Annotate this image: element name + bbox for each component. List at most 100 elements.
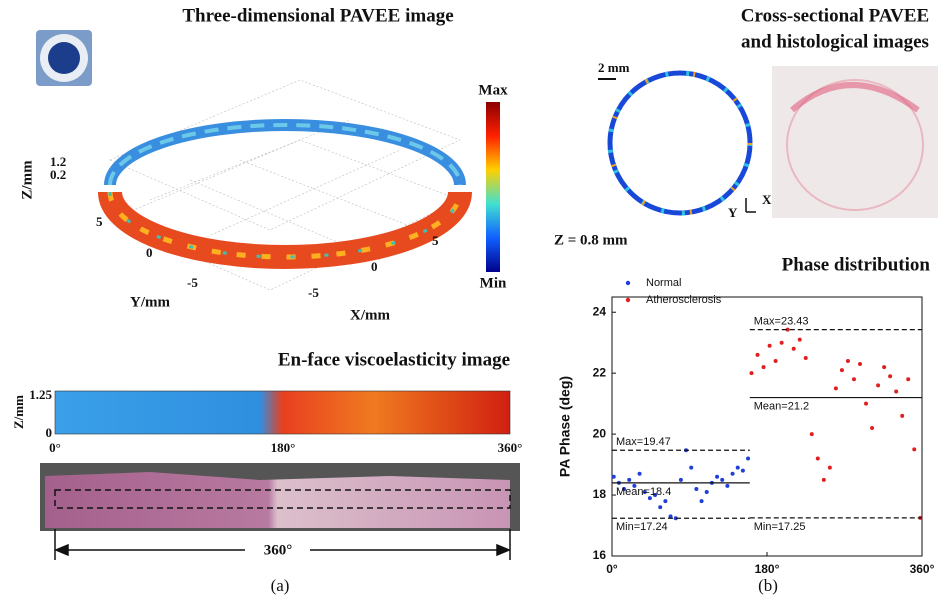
point xyxy=(845,358,850,363)
histology-image xyxy=(772,66,938,218)
panel-title: and histological images xyxy=(741,31,929,52)
point xyxy=(627,477,632,482)
point xyxy=(632,483,637,488)
point xyxy=(642,490,647,495)
legend-marker xyxy=(625,280,631,286)
caption: (b) xyxy=(758,576,778,595)
point xyxy=(779,340,784,345)
reference-label: Max=23.43 xyxy=(754,316,809,328)
reference-label: Max=19.47 xyxy=(616,436,671,448)
enface-z-tick: 0 xyxy=(46,425,53,440)
y-tick: 5 xyxy=(96,214,103,229)
point xyxy=(791,346,796,351)
x-tick-label: 360° xyxy=(910,562,935,576)
point xyxy=(858,362,862,367)
point xyxy=(839,368,844,373)
point xyxy=(740,468,745,473)
point xyxy=(647,496,652,501)
point xyxy=(888,374,893,379)
point xyxy=(821,477,826,482)
enface-angle-tick: 360° xyxy=(498,440,523,455)
x-axis-label: X/mm xyxy=(350,307,390,323)
point xyxy=(715,474,720,479)
point xyxy=(912,447,917,452)
point xyxy=(864,401,869,406)
point xyxy=(720,477,725,482)
ring-3d xyxy=(98,119,472,269)
point xyxy=(694,486,699,491)
depth-label: Z = 0.8 mm xyxy=(554,232,628,248)
point xyxy=(773,358,778,363)
point xyxy=(803,355,808,360)
point xyxy=(894,389,899,394)
axis-y-label: Y xyxy=(728,205,738,220)
panel-title: Cross-sectional PAVEE xyxy=(741,5,929,26)
point xyxy=(611,474,616,479)
point xyxy=(668,514,673,519)
point xyxy=(746,456,751,461)
x-tick-label: 0° xyxy=(606,562,618,576)
axes-glyph xyxy=(745,198,756,213)
enface-z-tick: 1.25 xyxy=(29,387,52,402)
enface-title: En-face viscoelasticity image xyxy=(278,349,510,370)
point xyxy=(809,432,814,437)
panel-title: Three-dimensional PAVEE image xyxy=(182,5,453,26)
point xyxy=(673,516,678,521)
point xyxy=(658,505,663,510)
reference-label: Min=17.25 xyxy=(754,521,806,533)
point xyxy=(882,365,887,370)
z-tick: 0.2 xyxy=(50,167,66,182)
x-tick: 0 xyxy=(371,259,378,274)
point xyxy=(767,343,772,348)
reference-label: Mean=18.4 xyxy=(616,486,671,498)
y-axis-label: Y/mm xyxy=(130,294,170,310)
enface-image xyxy=(54,390,511,435)
point xyxy=(851,377,856,382)
y-tick-label: 22 xyxy=(593,365,607,379)
legend-label: Normal xyxy=(646,277,681,289)
point xyxy=(704,490,709,495)
point xyxy=(815,456,820,461)
point xyxy=(699,499,704,504)
enface-angle-tick: 0° xyxy=(49,440,61,455)
point xyxy=(876,383,881,388)
photo-thumbnail xyxy=(36,30,92,86)
point xyxy=(749,371,754,376)
y-axis-label: PA Phase (deg) xyxy=(557,376,573,477)
point xyxy=(906,377,911,382)
point xyxy=(663,499,668,504)
colorbar-min: Min xyxy=(480,275,507,291)
point xyxy=(827,465,832,470)
point xyxy=(785,327,790,332)
point xyxy=(900,413,905,418)
point xyxy=(653,493,658,498)
specimen-photo xyxy=(40,463,520,531)
colorbar xyxy=(486,102,500,272)
point xyxy=(797,337,802,342)
legend-label: Atherosclerosis xyxy=(646,294,722,306)
point xyxy=(870,426,875,431)
z-axis-label: Z/mm xyxy=(19,160,35,200)
enface-angle-tick: 180° xyxy=(271,440,296,455)
y-tick: 0 xyxy=(146,245,153,260)
y-tick-label: 16 xyxy=(593,548,607,562)
reference-label: Mean=21.2 xyxy=(754,400,809,412)
x-tick: -5 xyxy=(308,285,319,300)
axis-x-label: X xyxy=(762,192,772,207)
y-tick-label: 24 xyxy=(593,304,607,318)
point xyxy=(761,365,766,370)
y-tick-label: 20 xyxy=(593,426,607,440)
y-tick-label: 18 xyxy=(593,487,607,501)
point xyxy=(833,386,838,391)
point xyxy=(735,465,740,470)
span-arrow xyxy=(54,529,511,560)
enface-z-label: Z/mm xyxy=(11,395,26,429)
chart-title: Phase distribution xyxy=(782,254,931,275)
x-tick: 5 xyxy=(432,233,439,248)
caption: (a) xyxy=(271,576,290,595)
point xyxy=(637,471,642,476)
x-tick-label: 180° xyxy=(755,562,780,576)
point xyxy=(622,486,627,491)
colorbar-max: Max xyxy=(478,82,508,98)
